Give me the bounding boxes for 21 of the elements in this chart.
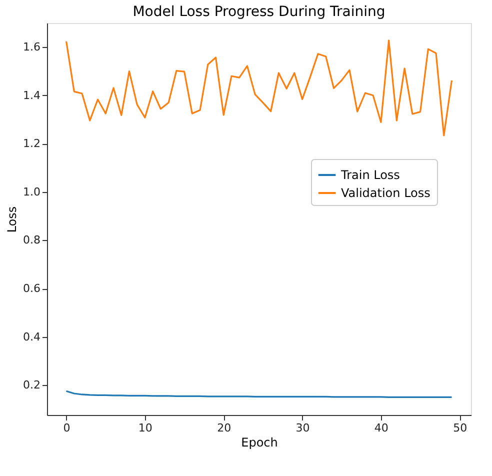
y-tick-label: 1.6 bbox=[23, 40, 40, 54]
x-tick-label: 50 bbox=[453, 422, 468, 434]
x-tick-label: 20 bbox=[217, 422, 232, 434]
line-series bbox=[65, 40, 453, 136]
y-tick-label: 1.4 bbox=[23, 88, 40, 102]
x-axis-title: Epoch bbox=[241, 436, 278, 450]
line-series bbox=[65, 390, 453, 398]
x-tick-label: 10 bbox=[138, 422, 152, 434]
y-tick-label: 0.2 bbox=[23, 378, 40, 392]
y-tick-label: 0.4 bbox=[23, 330, 40, 344]
x-tick-label: 30 bbox=[296, 422, 310, 434]
x-tick-label: 40 bbox=[374, 422, 388, 434]
y-tick-label: 0.6 bbox=[23, 282, 40, 296]
legend-label: Validation Loss bbox=[341, 186, 430, 200]
y-tick-label: 1.0 bbox=[23, 185, 40, 198]
x-tick-label: 0 bbox=[63, 422, 70, 434]
y-tick-label: 1.2 bbox=[23, 137, 40, 150]
chart-title: Model Loss Progress During Training bbox=[132, 4, 386, 20]
y-tick-label: 0.8 bbox=[23, 234, 40, 247]
legend-label: Train Loss bbox=[340, 168, 400, 182]
y-axis-title: Loss bbox=[5, 206, 20, 233]
